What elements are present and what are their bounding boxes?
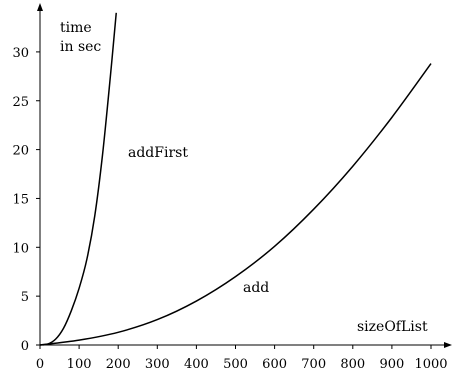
series-line-addFirst bbox=[39, 12, 117, 346]
x-tick-label: 600 bbox=[262, 357, 287, 372]
y-axis-arrow bbox=[37, 3, 43, 11]
x-tick-label: 100 bbox=[67, 357, 92, 372]
y-tick-label: 20 bbox=[12, 144, 29, 159]
annotation-add: add bbox=[243, 280, 269, 296]
y-tick-label: 15 bbox=[12, 192, 29, 207]
x-axis-label: sizeOfList bbox=[357, 319, 428, 335]
x-tick-label: 900 bbox=[379, 357, 404, 372]
y-tick-label: 0 bbox=[21, 339, 29, 354]
y-tick-label: 25 bbox=[12, 95, 29, 110]
x-tick-label: 500 bbox=[223, 357, 248, 372]
axes bbox=[37, 3, 452, 348]
series-line-add bbox=[39, 63, 432, 346]
y-axis-label-line-1: time bbox=[60, 20, 92, 36]
y-tick-label: 30 bbox=[12, 46, 29, 61]
x-tick-label: 800 bbox=[340, 357, 365, 372]
y-tick-label: 10 bbox=[12, 241, 29, 256]
x-tick-label: 0 bbox=[36, 357, 44, 372]
series-layer bbox=[39, 12, 432, 346]
x-ticks: 0 100 200 300 400 500 600 700 800 900 1000 bbox=[36, 345, 448, 372]
y-ticks: 0 5 10 15 20 25 30 bbox=[12, 46, 40, 354]
x-tick-label: 1000 bbox=[414, 357, 447, 372]
x-tick-label: 400 bbox=[184, 357, 209, 372]
x-tick-label: 200 bbox=[106, 357, 131, 372]
x-axis-arrow bbox=[444, 342, 452, 348]
y-tick-label: 5 bbox=[21, 290, 29, 305]
x-tick-label: 300 bbox=[145, 357, 170, 372]
y-axis-label-line-2: in sec bbox=[60, 39, 101, 55]
annotation-addFirst: addFirst bbox=[128, 145, 188, 161]
x-tick-label: 700 bbox=[301, 357, 326, 372]
